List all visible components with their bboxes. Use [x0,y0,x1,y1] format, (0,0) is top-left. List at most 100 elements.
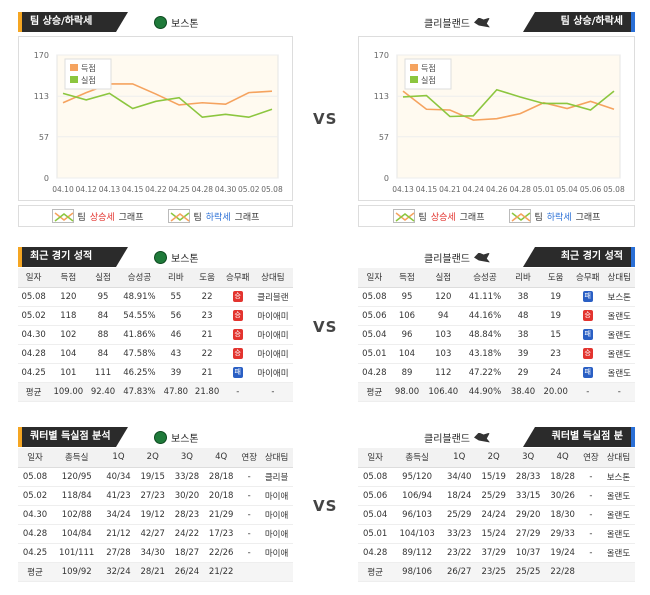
table-row: 05.04 96 103 48.84% 38 15 패 올랜도 [358,325,635,345]
table-cell: 47.58% [118,344,161,364]
table-cell: 44.16% [463,306,507,326]
table-cell: 43 [160,344,192,364]
legend-swatch [410,64,418,71]
table-cell: 마이애 [260,524,293,544]
series-line-concede [402,88,615,118]
table-cell: 19 [539,306,573,326]
vs-label-3: VS [313,497,338,515]
table-cell: 40/34 [101,467,136,487]
table-cell: 25/29 [476,486,511,506]
recent-panel-right: 클리블랜드 최근 경기 성적 일자 득점 실점 승성공 리바 도움 승무패 상대팀 05.08 9… [358,247,635,407]
table-cell: 47.83% [118,382,161,402]
table-cell: 15/19 [476,467,511,487]
table-cell: 22/26 [204,543,239,563]
table-cell: 89/112 [392,543,442,563]
table-cell: 24 [539,363,573,383]
table-cell: 41.86% [118,325,161,345]
table-cell: 클리블랜 [252,287,293,307]
average-row: 평균 109.00 92.40 47.83% 47.80 21.80- - [18,382,293,402]
table-cell: 평균 [358,562,393,582]
legend-label: 득점 [421,63,436,73]
table-cell: 평균 [18,562,53,582]
table-cell: 26/27 [441,562,477,582]
x-tick-label: 04.24 [463,185,485,194]
table-cell: 104 [390,344,424,364]
table-cell: 보스톤 [603,287,635,307]
table-cell: 37/29 [476,543,511,563]
x-tick-label: 04.28 [509,185,531,194]
table-cell: 112 [423,363,464,383]
column-header: 3Q [169,448,205,468]
legend-down-word: 하락세 [205,212,231,223]
x-tick-label: 05.04 [556,185,578,194]
column-header: 리바 [160,268,192,288]
legend-label: 실점 [421,75,436,85]
table-cell: 27/28 [101,543,136,563]
table-row: 05.06 106 94 44.16% 48 19 승 올랜도 [358,306,635,326]
down-trend-icon [167,209,190,223]
section-title: 팀 상승/하락세 [523,12,635,32]
column-header: 리바 [506,268,540,288]
table-cell: 올랜도 [601,524,635,544]
table-cell: 05.08 [18,467,53,487]
cleveland-logo-icon [474,252,490,263]
legend-down: 팀 하락세 그래프 [167,209,259,223]
team-name: 보스톤 [171,254,199,265]
legend-label: 실점 [81,75,96,85]
table-cell: 04.28 [18,344,50,364]
table-cell: 28/18 [204,467,239,487]
table-cell: 20/18 [204,486,239,506]
table-header-row: 일자 총득실 1Q 2Q 3Q 4Q 연장 상대팀 [18,448,293,468]
table-cell: 마이애미 [252,325,293,345]
table-cell: 평균 [358,382,391,402]
table-row: 04.25 101 111 46.25% 39 21 패 마이애미 [18,363,293,383]
column-header: 2Q [135,448,170,468]
table-cell: - [579,524,602,544]
average-row: 평균 98.00 106.40 44.90% 38.40 20.00- - [358,382,635,402]
table-cell: 패 [572,325,604,345]
legend-label: 득점 [81,63,96,73]
table-cell: 41/23 [101,486,136,506]
table-cell: 04.25 [18,363,50,383]
table-cell: 올랜도 [601,505,635,525]
table-cell: - [579,486,602,506]
table-cell: 98/106 [392,562,442,582]
table-cell: 30/20 [169,486,205,506]
table-cell: 19/15 [135,467,170,487]
section-title: 팀 상승/하락세 [18,12,128,32]
table-cell: 18/30 [545,505,580,525]
table-cell: 23 [539,344,573,364]
trend-header-left: 팀 상승/하락세 보스톤 [18,12,293,32]
table-cell [601,562,635,582]
column-header: 실점 [423,268,464,288]
column-header: 도움 [539,268,573,288]
table-cell: 승 [572,306,604,326]
table-row: 05.01 104 103 43.18% 39 23 승 올랜도 [358,344,635,364]
table-cell: 21/29 [204,505,239,525]
table-row: 05.08 95 120 41.11% 38 19 패 보스톤 [358,287,635,307]
legend-up-word: 상승세 [89,212,115,223]
team-label: 클리블랜드 [424,430,490,445]
table-cell: 89 [390,363,424,383]
table-cell [238,562,261,582]
x-tick-label: 04.15 [122,185,144,194]
column-header: 3Q [510,448,546,468]
table-cell: 20.00 [539,382,573,402]
table-cell: 111 [87,363,119,383]
table-cell: 29/33 [545,524,580,544]
table-cell: 47.80 [160,382,192,402]
column-header: 득점 [49,268,88,288]
table-cell: 24/24 [476,505,511,525]
table-cell: 마이애 [260,486,293,506]
table-cell: 19/12 [135,505,170,525]
table-cell: 95 [87,287,119,307]
table-cell: 올랜도 [601,543,635,563]
recent-header-left: 최근 경기 성적 보스톤 [18,247,293,267]
legend-up: 팀 상승세 그래프 [51,209,144,223]
table-cell: 23 [191,306,223,326]
column-header: 1Q [441,448,477,468]
table-cell: 26/24 [169,562,205,582]
average-row: 평균 109/92 32/24 28/21 26/24 21/22 [18,562,293,582]
table-cell: 05.01 [358,524,393,544]
table-cell: 106/94 [392,486,442,506]
